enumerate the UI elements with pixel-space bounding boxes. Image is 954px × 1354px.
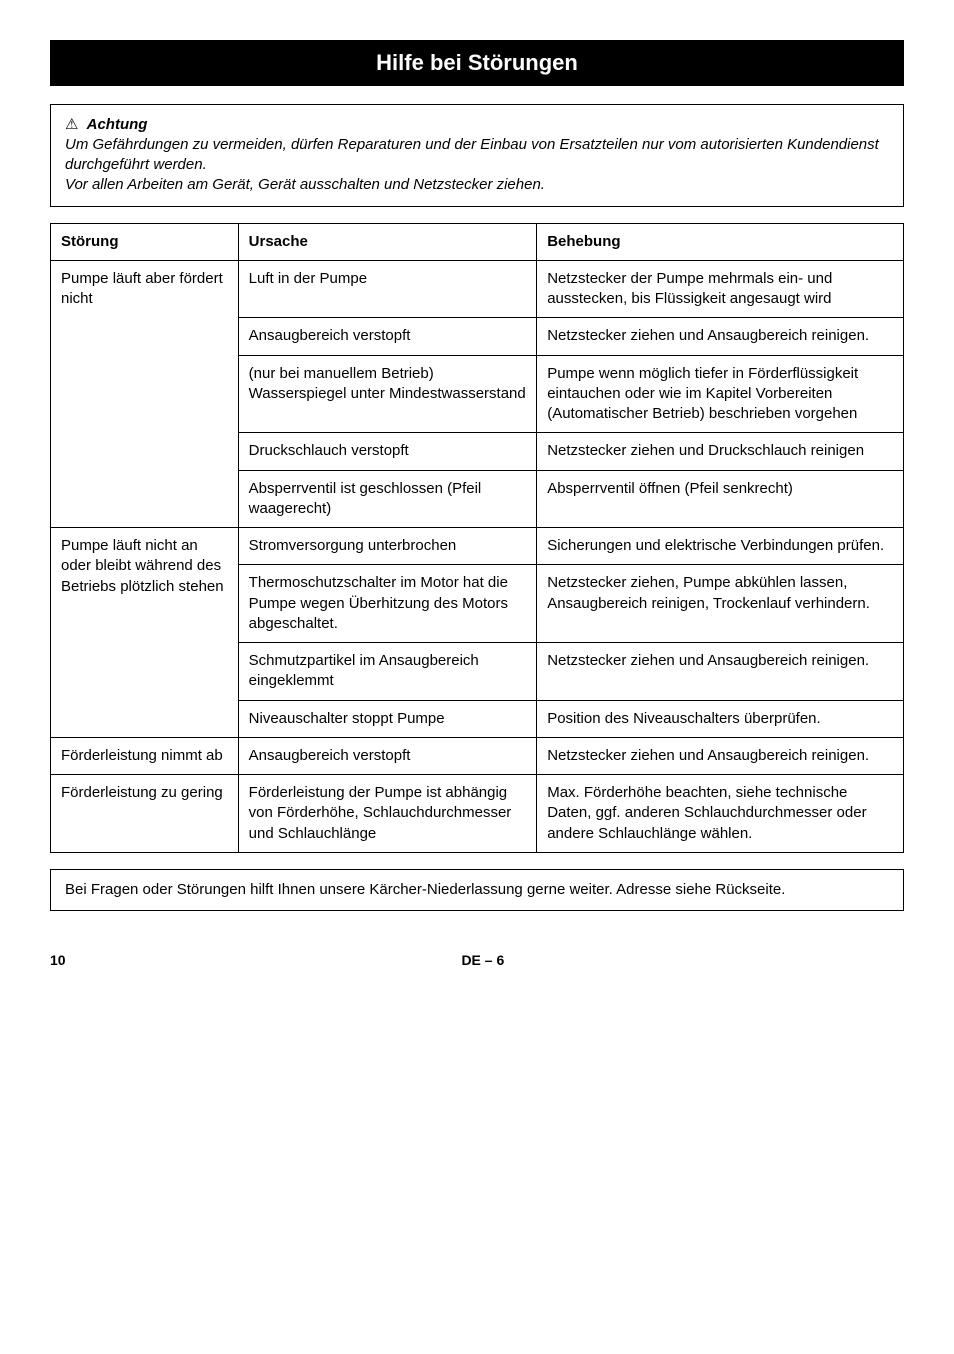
warning-box: ⚠ Achtung Um Gefährdungen zu vermeiden, … — [50, 104, 904, 207]
cell-ursache: Druckschlauch verstopft — [238, 433, 537, 470]
table-header-row: Störung Ursache Behebung — [51, 223, 904, 260]
cell-behebung: Netzstecker ziehen und Ansaugbereich rei… — [537, 318, 904, 355]
cell-ursache: Niveauschalter stoppt Pumpe — [238, 700, 537, 737]
fault-table: Störung Ursache Behebung Pumpe läuft abe… — [50, 223, 904, 853]
cell-ursache: Stromversorgung unterbrochen — [238, 528, 537, 565]
cell-behebung: Netzstecker ziehen und Ansaugbereich rei… — [537, 737, 904, 774]
warning-icon: ⚠ — [65, 115, 78, 135]
footer-spacer — [900, 951, 904, 970]
warning-text-2: Vor allen Arbeiten am Gerät, Gerät aussc… — [65, 175, 889, 195]
header-behebung: Behebung — [537, 223, 904, 260]
cell-behebung: Netzstecker ziehen und Druckschlauch rei… — [537, 433, 904, 470]
footer-center: DE – 6 — [461, 951, 504, 970]
table-row: Förderleistung nimmt ab Ansaugbereich ve… — [51, 737, 904, 774]
cell-behebung: Pumpe wenn möglich tiefer in Förderflüss… — [537, 355, 904, 433]
cell-behebung: Sicherungen und elektrische Verbindungen… — [537, 528, 904, 565]
header-stoerung: Störung — [51, 223, 239, 260]
cell-stoerung: Förderleistung zu gering — [51, 775, 239, 853]
cell-behebung: Max. Förderhöhe beachten, siehe technisc… — [537, 775, 904, 853]
cell-ursache: Ansaugbereich verstopft — [238, 737, 537, 774]
cell-behebung: Absperrventil öffnen (Pfeil senkrecht) — [537, 470, 904, 528]
cell-ursache: Ansaugbereich verstopft — [238, 318, 537, 355]
header-ursache: Ursache — [238, 223, 537, 260]
cell-stoerung: Pumpe läuft nicht an oder bleibt während… — [51, 528, 239, 738]
cell-behebung: Netzstecker ziehen, Pumpe abkühlen lasse… — [537, 565, 904, 643]
cell-behebung: Position des Niveauschalters überprüfen. — [537, 700, 904, 737]
note-box: Bei Fragen oder Störungen hilft Ihnen un… — [50, 869, 904, 911]
page-footer: 10 DE – 6 — [50, 951, 904, 970]
cell-ursache: Luft in der Pumpe — [238, 260, 537, 318]
cell-ursache: Thermoschutzschalter im Motor hat die Pu… — [238, 565, 537, 643]
table-row: Pumpe läuft aber fördert nicht Luft in d… — [51, 260, 904, 318]
page-number: 10 — [50, 951, 66, 970]
cell-behebung: Netzstecker ziehen und Ansaugbereich rei… — [537, 643, 904, 701]
warning-text-1: Um Gefährdungen zu vermeiden, dürfen Rep… — [65, 135, 889, 176]
cell-ursache: Förderleistung der Pumpe ist abhängig vo… — [238, 775, 537, 853]
warning-heading: Achtung — [87, 116, 148, 133]
page-title: Hilfe bei Störungen — [50, 40, 904, 86]
table-row: Pumpe läuft nicht an oder bleibt während… — [51, 528, 904, 565]
cell-ursache: (nur bei manuellem Betrieb) Wasserspiege… — [238, 355, 537, 433]
cell-behebung: Netzstecker der Pumpe mehrmals ein- und … — [537, 260, 904, 318]
cell-ursache: Schmutzpartikel im Ansaugbereich eingekl… — [238, 643, 537, 701]
cell-stoerung: Pumpe läuft aber fördert nicht — [51, 260, 239, 527]
cell-ursache: Absperrventil ist geschlossen (Pfeil waa… — [238, 470, 537, 528]
table-row: Förderleistung zu gering Förderleistung … — [51, 775, 904, 853]
cell-stoerung: Förderleistung nimmt ab — [51, 737, 239, 774]
